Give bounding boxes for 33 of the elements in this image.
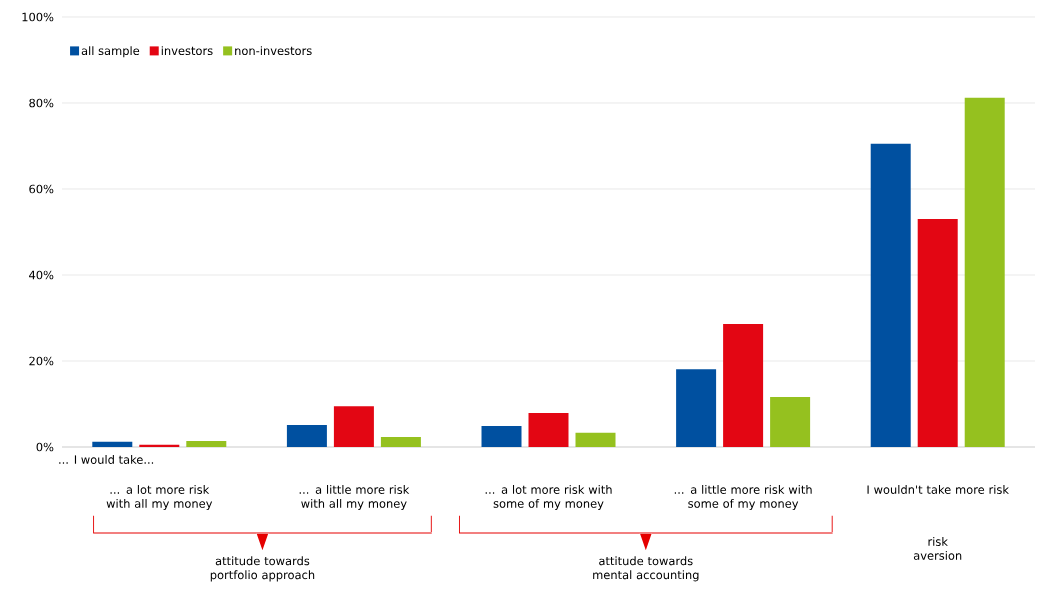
legend-label: non-investors: [235, 46, 312, 56]
y-tick-label: 40%: [29, 270, 54, 280]
bar: [139, 444, 180, 447]
text: risk aversion: [913, 537, 962, 560]
y-tick-label: 60%: [29, 184, 54, 194]
bar: [870, 143, 911, 447]
bar: [964, 97, 1005, 447]
x-tick-label: ... a little more risk with some of my money: [674, 485, 812, 511]
bar: [770, 397, 811, 447]
x-tick-label: ... a lot more risk with some of my money: [485, 485, 612, 511]
x-tick-label: I wouldn't take more risk: [867, 485, 1009, 494]
x-tick-label: ... a little more risk with all my money: [299, 485, 410, 511]
text: attitude towards mental accounting: [593, 556, 699, 582]
bar: [917, 219, 958, 447]
bar: [676, 369, 717, 447]
x-tick-label: ... a lot more risk with all my money: [106, 485, 213, 511]
y-tick-label: 80%: [29, 98, 54, 108]
bar: [481, 425, 522, 447]
bar: [286, 425, 327, 447]
bar: [528, 413, 569, 447]
bar: [186, 440, 227, 447]
text: attitude towards portfolio approach: [210, 556, 315, 582]
bar: [333, 406, 374, 447]
bar: [92, 441, 133, 447]
bar: [575, 432, 616, 447]
legend-label: investors: [161, 46, 213, 56]
y-tick-label: 0%: [36, 442, 54, 452]
y-tick-label: 100%: [22, 12, 54, 22]
bar: [723, 324, 764, 447]
bar: [380, 437, 421, 447]
text: ... I would take...: [59, 455, 154, 464]
y-tick-label: 20%: [29, 356, 54, 366]
legend-label: all sample: [81, 46, 140, 58]
